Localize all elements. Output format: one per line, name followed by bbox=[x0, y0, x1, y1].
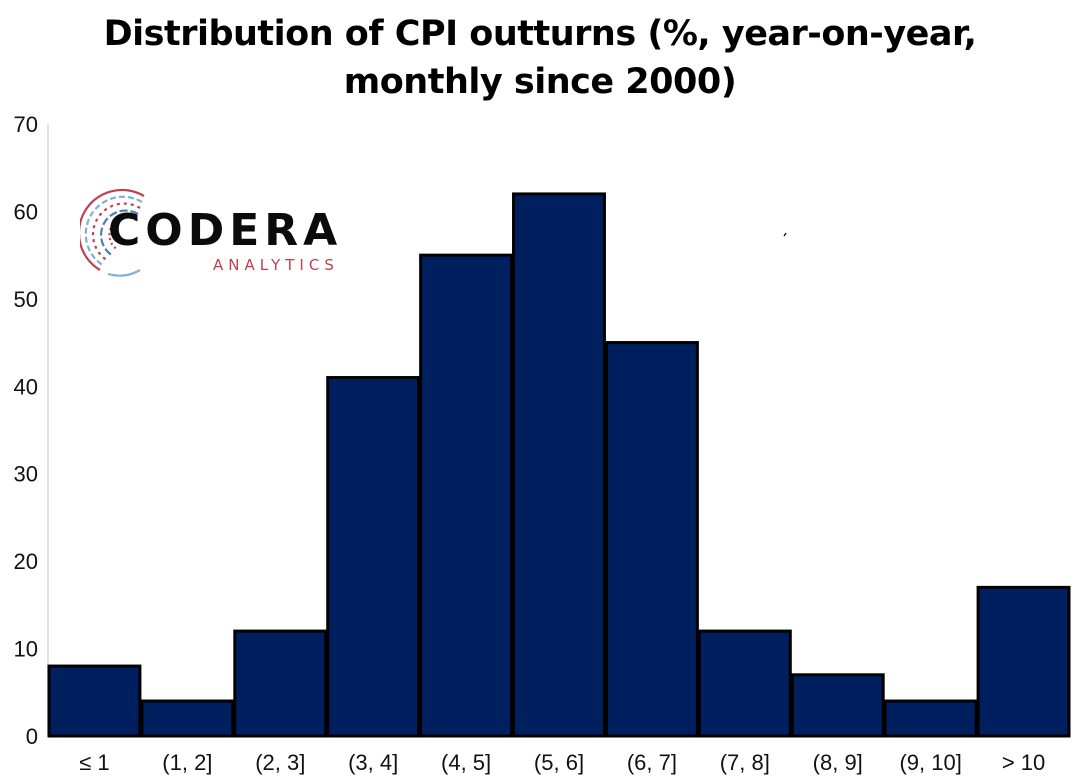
bar bbox=[140, 699, 235, 738]
codera-logo-mark-icon bbox=[80, 188, 145, 277]
bar bbox=[697, 629, 792, 738]
x-tick-label: (6, 7] bbox=[627, 750, 677, 775]
logo-wordmark: CODERA bbox=[108, 205, 343, 256]
stray-mark bbox=[783, 232, 787, 237]
x-tick-label: > 10 bbox=[1002, 750, 1045, 775]
y-tick-label: 10 bbox=[14, 637, 38, 662]
x-axis: ≤ 1 (1, 2] (2, 3] (3, 4] (4, 5] (5, 6] (6, 7] (… bbox=[79, 750, 1045, 775]
x-tick-label: (3, 4] bbox=[348, 750, 398, 775]
bar bbox=[976, 585, 1071, 738]
y-tick-label: 20 bbox=[14, 549, 38, 574]
y-tick-label: 50 bbox=[14, 287, 38, 312]
x-tick-label: (5, 6] bbox=[534, 750, 584, 775]
logo-tagline: ANALYTICS bbox=[213, 256, 339, 274]
x-tick-label: (9, 10] bbox=[899, 750, 961, 775]
y-axis: 0 10 20 30 40 50 60 70 bbox=[14, 112, 49, 749]
bar bbox=[233, 629, 328, 738]
x-tick-label: (2, 3] bbox=[255, 750, 305, 775]
codera-logo: CODERA ANALYTICS bbox=[80, 186, 370, 278]
y-tick-label: 60 bbox=[14, 199, 38, 224]
bars bbox=[47, 192, 1071, 738]
bar bbox=[419, 253, 514, 738]
x-tick-label: (4, 5] bbox=[441, 750, 491, 775]
x-tick-label: (8, 9] bbox=[813, 750, 863, 775]
bar bbox=[326, 376, 421, 738]
y-tick-label: 0 bbox=[26, 724, 38, 749]
bar bbox=[47, 664, 142, 738]
x-tick-label: (1, 2] bbox=[162, 750, 212, 775]
bar bbox=[512, 192, 606, 738]
bar bbox=[790, 673, 885, 738]
x-tick-label: (7, 8] bbox=[720, 750, 770, 775]
y-tick-label: 30 bbox=[14, 462, 38, 487]
y-tick-label: 70 bbox=[14, 112, 38, 137]
x-tick-label: ≤ 1 bbox=[79, 750, 109, 775]
chart-title: Distribution of CPI outturns (%, year-on… bbox=[103, 14, 977, 102]
y-tick-label: 40 bbox=[14, 374, 38, 399]
bar bbox=[883, 699, 978, 738]
bar bbox=[604, 341, 699, 738]
